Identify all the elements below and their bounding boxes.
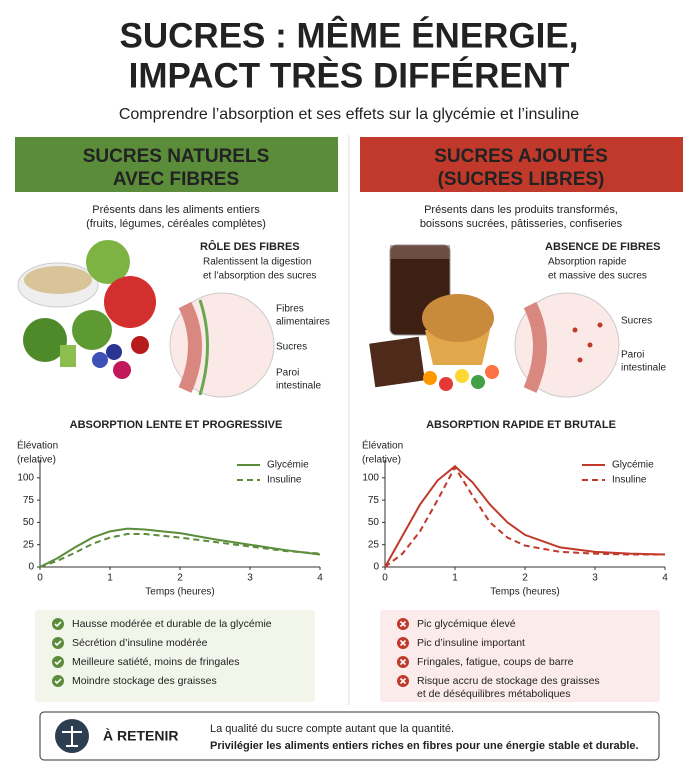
fiber-text: et massive des sucres xyxy=(548,271,647,282)
title: IMPACT TRÈS DIFFÉRENT xyxy=(129,55,570,95)
y-axis-label: (relative) xyxy=(362,455,401,466)
series-line xyxy=(384,465,665,568)
x-tick-label: 0 xyxy=(382,573,388,584)
description: Présents dans les aliments entiers xyxy=(92,204,260,216)
bullet-icon-mark xyxy=(399,639,407,647)
y-tick-label: 25 xyxy=(23,539,35,550)
description: (fruits, légumes, céréales complètes) xyxy=(86,218,266,230)
y-tick-label: 100 xyxy=(17,472,34,483)
y-tick-label: 75 xyxy=(23,495,35,506)
diagram-label: Sucres xyxy=(621,316,652,327)
x-axis-label: Temps (heures) xyxy=(490,587,559,598)
x-tick-label: 3 xyxy=(247,573,253,584)
y-axis-label: Élévation xyxy=(362,439,403,452)
y-axis-label: Élévation xyxy=(17,439,58,452)
y-tick-label: 75 xyxy=(368,495,380,506)
fiber-text: Absorption rapide xyxy=(548,257,627,268)
takeaway-emphasis: Privilégier les aliments entiers riches … xyxy=(210,740,639,752)
series-line xyxy=(384,464,666,568)
bullet-box xyxy=(35,610,315,702)
fiber-text: et l’absorption des sucres xyxy=(203,271,316,282)
diagram-label: Sucres xyxy=(276,342,307,353)
processed-foods xyxy=(369,244,499,391)
description: Présents dans les produits transformés, xyxy=(424,204,618,216)
legend-label: Insuline xyxy=(612,475,647,486)
x-tick-label: 4 xyxy=(317,573,323,584)
x-tick-label: 2 xyxy=(177,573,183,584)
bullet-icon-mark xyxy=(54,678,62,685)
chart-title: ABSORPTION LENTE ET PROGRESSIVE xyxy=(70,419,283,431)
bullet-icon-mark xyxy=(399,620,407,628)
x-axis-label: Temps (heures) xyxy=(145,587,214,598)
bullet-text: Risque accru de stockage des graisses xyxy=(417,675,600,687)
bullet-text: Meilleure satiété, moins de fringales xyxy=(72,656,240,668)
bullet-icon-mark xyxy=(399,677,407,685)
bullet-text: Pic d’insuline important xyxy=(417,637,525,649)
panel-heading: AVEC FIBRES xyxy=(113,169,239,190)
x-tick-label: 1 xyxy=(107,573,113,584)
takeaway-label: À RETENIR xyxy=(103,728,178,744)
bullet-text: Moindre stockage des graisses xyxy=(72,675,217,687)
diagram-label: Paroi xyxy=(276,368,299,379)
bullet-icon-mark xyxy=(54,640,62,647)
y-tick-label: 50 xyxy=(368,517,380,528)
y-tick-label: 25 xyxy=(368,539,380,550)
y-tick-label: 100 xyxy=(362,472,379,483)
panel-header xyxy=(360,137,683,192)
diagram-label: intestinale xyxy=(621,363,666,374)
fiber-title: ABSENCE DE FIBRES xyxy=(545,241,661,253)
bullet-box xyxy=(380,610,660,702)
takeaway-box xyxy=(39,711,660,761)
legend-label: Insuline xyxy=(267,475,302,486)
diagram-label: intestinale xyxy=(276,381,321,392)
legend-label: Glycémie xyxy=(267,460,309,471)
description: boissons sucrées, pâtisseries, confiseri… xyxy=(420,218,623,230)
panel-heading: SUCRES AJOUTÉS xyxy=(434,145,608,167)
bullet-text: Fringales, fatigue, coups de barre xyxy=(417,656,574,668)
panel-heading: SUCRES NATURELS xyxy=(83,146,270,167)
chart-title: ABSORPTION RAPIDE ET BRUTALE xyxy=(426,419,616,431)
bullet-text: Pic glycémique élevé xyxy=(417,618,516,630)
diagram-label: Paroi xyxy=(621,350,644,361)
series-line xyxy=(39,533,321,568)
bullet-icon-mark xyxy=(54,621,62,628)
intestine-diagram xyxy=(169,292,620,398)
bullet-icon-mark xyxy=(399,658,407,666)
subtitle: Comprendre l’absorption et ses effets su… xyxy=(119,106,579,123)
series-line xyxy=(39,527,321,568)
takeaway-text: La qualité du sucre compte autant que la… xyxy=(210,723,454,735)
panel-heading: (SUCRES LIBRES) xyxy=(438,169,605,190)
natural-foods xyxy=(17,240,156,379)
y-tick-label: 50 xyxy=(23,517,35,528)
bullet-text: Sécrétion d’insuline modérée xyxy=(72,637,208,649)
fiber-title: RÔLE DES FIBRES xyxy=(200,240,300,253)
bullet-icon-mark xyxy=(54,659,62,666)
legend-label: Glycémie xyxy=(612,460,654,471)
diagram-label: Fibres xyxy=(276,304,304,315)
y-tick-label: 0 xyxy=(373,562,379,573)
bullet-text: et de déséquilibres métaboliques xyxy=(417,688,571,700)
title: SUCRES : MÊME ÉNERGIE, xyxy=(120,15,579,55)
x-tick-label: 2 xyxy=(522,573,528,584)
x-tick-label: 4 xyxy=(662,573,668,584)
y-tick-label: 0 xyxy=(28,562,34,573)
panel-header xyxy=(15,137,338,192)
bullet-text: Hausse modérée et durable de la glycémie xyxy=(72,618,272,630)
x-tick-label: 1 xyxy=(452,573,458,584)
scale-icon-lines xyxy=(62,726,82,747)
x-tick-label: 0 xyxy=(37,573,43,584)
y-axis-label: (relative) xyxy=(17,455,56,466)
diagram-label: alimentaires xyxy=(276,317,330,328)
fiber-text: Ralentissent la digestion xyxy=(203,257,311,268)
x-tick-label: 3 xyxy=(592,573,598,584)
